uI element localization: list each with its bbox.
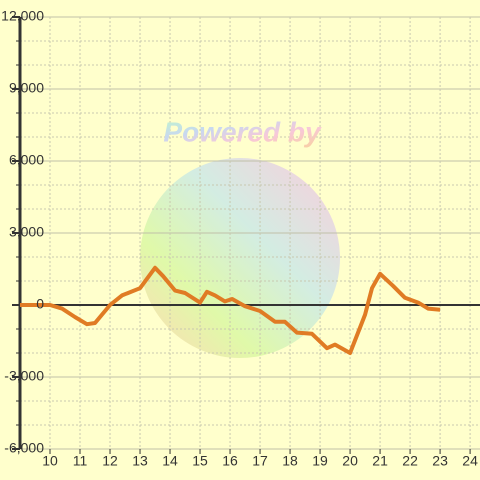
y-tick-label: 3,000: [9, 224, 44, 240]
x-tick-label: 10: [42, 453, 58, 469]
x-tick-label: 12: [102, 453, 118, 469]
x-tick-label: 23: [432, 453, 448, 469]
y-tick-label: 6,000: [9, 152, 44, 168]
x-tick-label: 15: [192, 453, 208, 469]
x-tick-label: 17: [252, 453, 268, 469]
x-tick-label: 20: [342, 453, 358, 469]
y-tick-label: 9,000: [9, 80, 44, 96]
y-tick-label: -3,000: [4, 368, 44, 384]
watermark-logo: [140, 158, 340, 358]
x-tick-label: 19: [312, 453, 328, 469]
x-tick-label: 11: [73, 453, 88, 469]
y-tick-label: -6,000: [4, 440, 44, 456]
x-tick-label: 13: [132, 453, 148, 469]
x-tick-label: 14: [162, 453, 178, 469]
x-tick-label: 18: [282, 453, 298, 469]
series-line: [20, 265, 441, 355]
y-tick-label: 0: [36, 296, 44, 312]
x-tick-label: 21: [372, 453, 388, 469]
watermark: Powered by: [163, 116, 322, 147]
x-tick-label: 24: [462, 453, 478, 469]
y-tick-label: 12,000: [1, 8, 44, 24]
x-tick-label: 22: [402, 453, 418, 469]
x-tick-label: 16: [222, 453, 238, 469]
